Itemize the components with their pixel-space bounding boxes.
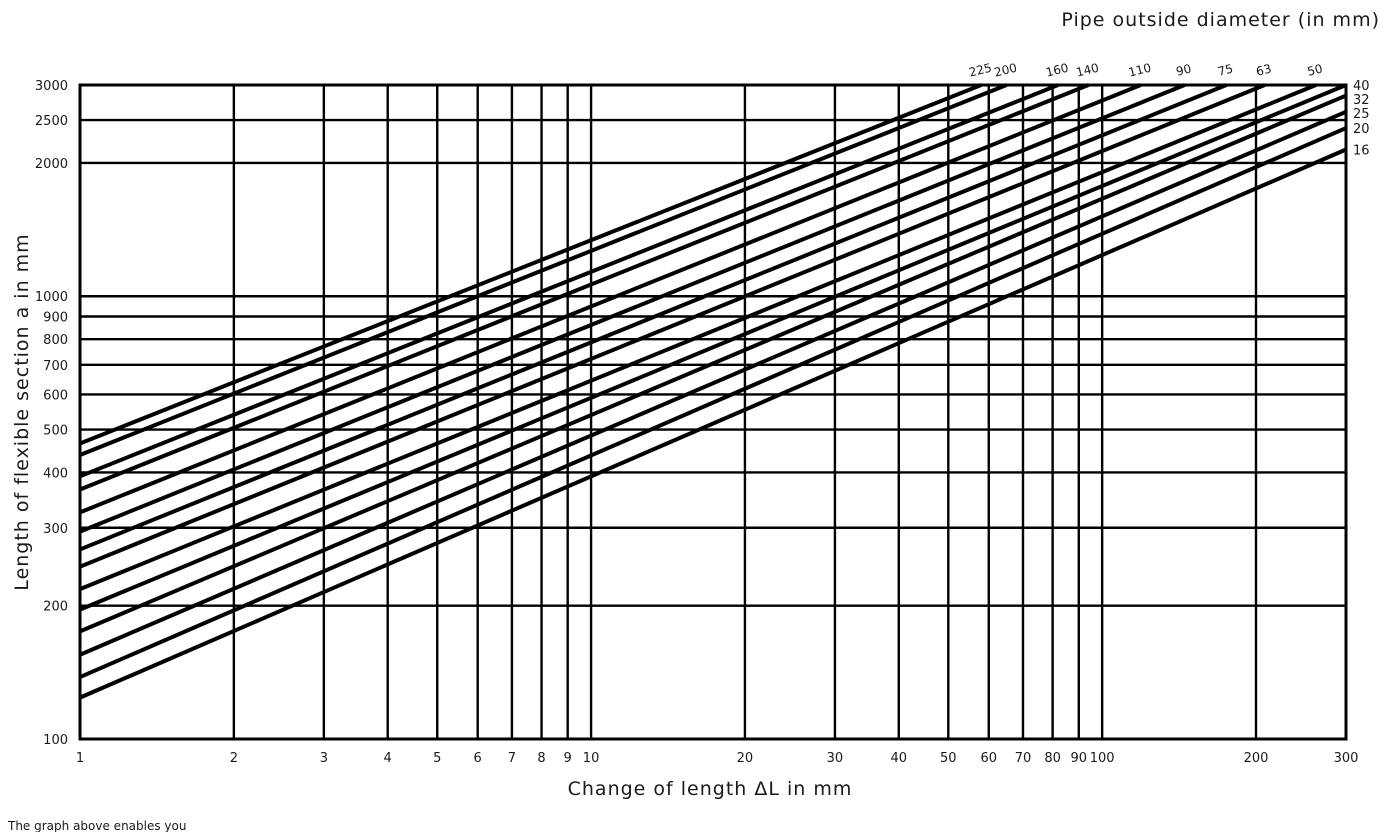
x-tick-label: 3 <box>320 751 328 766</box>
x-tick-label: 9 <box>564 751 572 766</box>
y-tick-label: 2000 <box>35 157 68 172</box>
top-axis-title: Pipe outside diameter (in mm) <box>1061 9 1380 31</box>
top-series-label: 50 <box>1306 61 1324 78</box>
series-line-20 <box>79 126 1347 679</box>
top-series-label: 110 <box>1127 61 1153 80</box>
series-line-200 <box>79 83 1008 457</box>
series-line-110 <box>79 83 1142 515</box>
y-tick-label: 800 <box>43 333 68 348</box>
series-line-40 <box>79 83 1347 612</box>
right-series-label: 25 <box>1353 107 1370 122</box>
y-tick-label: 500 <box>43 424 68 439</box>
series-line-50 <box>79 83 1317 591</box>
x-tick-label: 30 <box>827 751 844 766</box>
x-axis-title: Change of length ΔL in mm <box>568 778 853 800</box>
series-line-16 <box>79 147 1347 700</box>
series-line-63 <box>79 83 1266 569</box>
series-line-25 <box>79 109 1347 657</box>
x-tick-labels: 1 2 3 4 5 6 7 8 9 10 20 30 40 50 60 70 80 90 100 200 300 <box>76 751 1359 766</box>
top-series-label: 160 <box>1044 61 1070 80</box>
x-tick-label: 40 <box>891 751 908 766</box>
series-line-225 <box>79 83 982 446</box>
right-series-label: 32 <box>1353 93 1370 108</box>
x-tick-label: 1 <box>76 751 84 766</box>
footnote-text: The graph above enables you <box>7 819 186 832</box>
x-tick-label: 70 <box>1015 751 1032 766</box>
x-tick-label: 20 <box>737 751 754 766</box>
top-series-label: 90 <box>1175 61 1193 78</box>
series-line-160 <box>79 83 1059 479</box>
y-tick-label: 2500 <box>35 114 68 129</box>
series-line-90 <box>79 83 1186 534</box>
x-tick-label: 2 <box>230 751 238 766</box>
y-tick-label: 300 <box>43 522 68 537</box>
series-line-140 <box>79 83 1090 492</box>
x-tick-label: 60 <box>980 751 997 766</box>
x-tick-label: 4 <box>384 751 392 766</box>
x-tick-label: 100 <box>1090 751 1115 766</box>
top-series-label: 225 <box>967 61 993 80</box>
y-tick-label: 200 <box>43 600 68 615</box>
y-tick-label: 700 <box>43 359 68 374</box>
y-tick-label: 1000 <box>35 290 68 305</box>
y-axis-title: Length of flexible section a in mm <box>11 233 33 590</box>
x-tick-label: 300 <box>1334 751 1359 766</box>
top-series-label: 63 <box>1255 61 1273 78</box>
y-tick-label: 900 <box>43 311 68 326</box>
plot-frame <box>78 83 1348 741</box>
y-tick-label: 100 <box>43 733 68 748</box>
x-tick-label: 6 <box>474 751 482 766</box>
x-tick-label: 8 <box>537 751 545 766</box>
right-series-label: 40 <box>1353 79 1370 94</box>
series-line-32 <box>79 93 1347 634</box>
y-tick-labels: 100 200 300 400 500 600 700 800 900 1000 2000 2500 3… <box>35 79 68 748</box>
x-tick-label: 50 <box>940 751 957 766</box>
series-lines <box>79 83 1347 700</box>
x-tick-label: 5 <box>433 751 441 766</box>
y-tick-label: 3000 <box>35 79 68 94</box>
right-series-label: 16 <box>1353 144 1370 159</box>
x-tick-label: 10 <box>583 751 600 766</box>
top-series-labels: 225 200 160 140 110 90 75 63 50 <box>967 61 1324 80</box>
x-tick-label: 90 <box>1070 751 1087 766</box>
y-tick-label: 400 <box>43 466 68 481</box>
right-series-label: 20 <box>1353 122 1370 137</box>
y-tick-label: 600 <box>43 388 68 403</box>
x-tick-label: 200 <box>1244 751 1269 766</box>
top-series-label: 140 <box>1075 61 1101 80</box>
series-line-75 <box>79 83 1228 552</box>
x-tick-label: 80 <box>1044 751 1061 766</box>
top-series-label: 200 <box>993 61 1019 80</box>
x-tick-label: 7 <box>508 751 516 766</box>
top-series-label: 75 <box>1216 61 1234 78</box>
